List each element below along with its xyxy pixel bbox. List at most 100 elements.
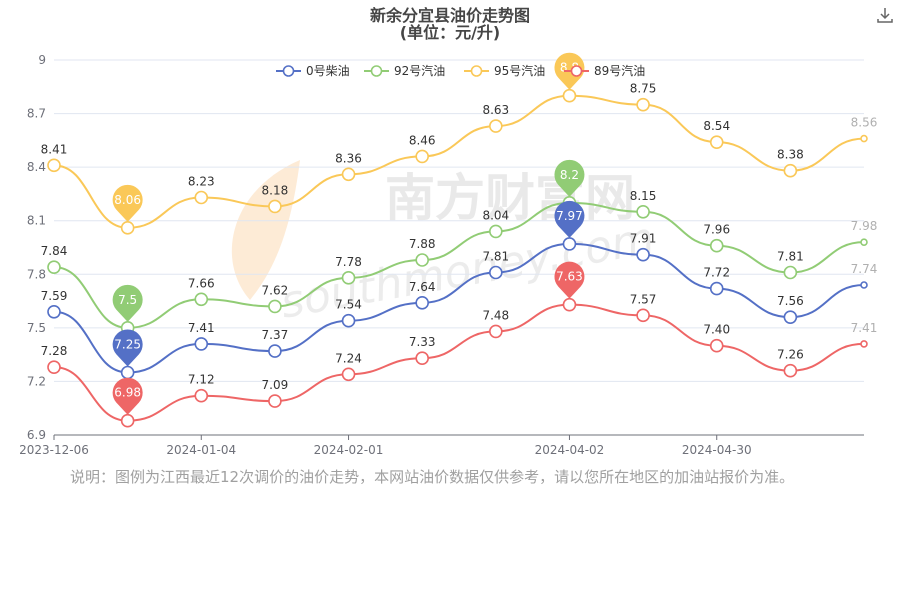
data-label: 8.15 — [630, 189, 657, 203]
chart-subtitle: (单位：元/升) — [400, 23, 500, 42]
data-point — [709, 135, 724, 149]
data-label: 7.62 — [262, 283, 289, 297]
data-point — [489, 119, 503, 133]
x-tick-label: 2024-04-30 — [682, 443, 752, 457]
data-point — [268, 394, 282, 408]
y-tick-label: 8.7 — [27, 107, 46, 121]
data-label: 7.81 — [777, 250, 804, 264]
data-point — [194, 388, 209, 403]
legend-label: 89号汽油 — [594, 63, 645, 78]
pin-marker — [554, 261, 585, 299]
data-point — [194, 190, 209, 205]
data-label: 8.36 — [335, 151, 362, 165]
legend-marker — [570, 65, 583, 77]
data-point — [709, 281, 724, 296]
legend-marker — [370, 65, 383, 77]
legend-label: 92号汽油 — [394, 63, 445, 78]
series-line — [53, 201, 865, 329]
pin-label: 7.5 — [118, 293, 137, 307]
data-point — [489, 324, 503, 339]
footnote: 说明：图例为江西最近12次调价的油价走势，本网站油价数据仅供参考，请以您所在地区… — [70, 468, 795, 486]
data-label: 7.78 — [335, 255, 362, 269]
pin-label: 8.06 — [114, 193, 141, 207]
legend-marker — [470, 65, 483, 77]
data-label: 7.88 — [409, 237, 436, 251]
data-label: 7.84 — [41, 244, 68, 258]
download-icon[interactable] — [876, 6, 894, 24]
data-label: 7.66 — [188, 276, 215, 290]
data-label: 7.48 — [482, 308, 509, 322]
pin-label: 7.63 — [556, 270, 583, 284]
data-point — [562, 88, 577, 103]
data-point — [47, 260, 61, 274]
pin-marker — [112, 329, 143, 367]
pin-marker — [112, 284, 143, 322]
data-point — [120, 221, 135, 235]
series-line — [53, 94, 865, 229]
x-tick-label: 2024-02-01 — [314, 443, 384, 457]
data-label: 7.28 — [41, 344, 68, 358]
pin-marker — [554, 159, 585, 197]
data-point — [268, 199, 282, 214]
data-label: 7.74 — [851, 262, 878, 276]
data-label: 8.38 — [777, 148, 804, 162]
series-lines — [53, 94, 865, 422]
data-point — [562, 237, 577, 251]
data-point — [783, 310, 798, 324]
pin-label: 6.98 — [114, 386, 141, 400]
data-point — [415, 149, 429, 164]
data-point — [636, 97, 650, 112]
data-point — [636, 308, 650, 323]
pin-marker — [112, 184, 143, 222]
data-label: 8.56 — [851, 116, 878, 130]
data-point — [341, 271, 356, 285]
data-label: 8.04 — [482, 208, 509, 222]
data-point — [709, 338, 724, 353]
data-point — [489, 265, 503, 280]
data-point — [341, 313, 356, 328]
y-tick-label: 7.2 — [27, 374, 46, 388]
data-label: 7.12 — [188, 373, 215, 387]
data-label: 7.64 — [409, 280, 436, 294]
data-point — [783, 265, 798, 280]
data-label: 7.57 — [630, 292, 657, 306]
pin-label: 7.25 — [114, 338, 141, 352]
watermark-url: southmoney.com — [277, 213, 658, 329]
data-point — [860, 134, 868, 143]
data-label: 7.54 — [335, 298, 362, 312]
data-label: 8.46 — [409, 133, 436, 147]
data-point — [562, 297, 577, 312]
axes: 2023-12-06 2024-01-04 2024-02-01 2024-04-02… — [19, 434, 864, 457]
data-labels: 7.59 7.41 7.37 7.54 7.64 7.81 7.91 7.72 7.56 7.74… — [41, 82, 878, 392]
data-label: 7.91 — [630, 232, 657, 246]
data-point — [860, 238, 868, 246]
data-point — [636, 247, 650, 262]
data-point — [415, 296, 429, 310]
data-point — [194, 337, 209, 351]
data-label: 7.81 — [482, 250, 509, 264]
data-point — [194, 292, 209, 307]
data-label: 7.37 — [262, 328, 289, 342]
data-point — [47, 360, 61, 374]
y-tick-label: 7.8 — [27, 267, 46, 281]
data-label: 7.33 — [409, 335, 436, 349]
data-point — [489, 224, 503, 239]
data-point — [783, 163, 798, 178]
data-label: 7.59 — [41, 289, 68, 303]
data-point — [783, 363, 798, 378]
y-tick-label: 6.9 — [27, 428, 46, 442]
chart-title: 新余分宜县油价走势图 — [370, 6, 530, 25]
data-point — [268, 299, 282, 314]
data-label: 7.26 — [777, 348, 804, 362]
pin-marker — [112, 377, 143, 415]
legend-marker — [282, 65, 295, 77]
data-label: 7.72 — [703, 266, 730, 280]
data-label: 8.18 — [262, 183, 289, 197]
x-tick-label: 2023-12-06 — [19, 443, 89, 457]
data-label: 8.63 — [482, 103, 509, 117]
pin-label: 8.2 — [560, 168, 579, 182]
pin-marker — [554, 200, 585, 238]
y-tick-label: 9 — [38, 53, 46, 67]
x-tick-label: 2024-04-02 — [535, 443, 605, 457]
